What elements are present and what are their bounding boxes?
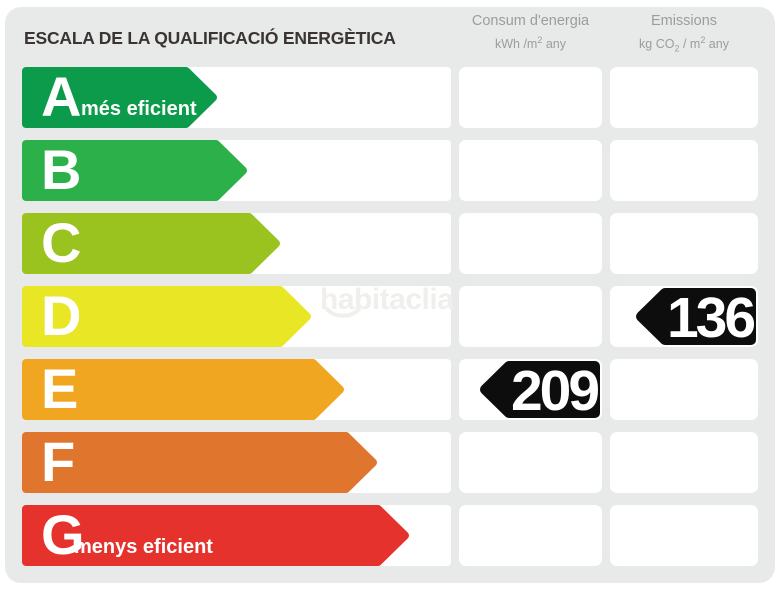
rating-arrow (22, 140, 247, 201)
rating-arrow (22, 213, 280, 274)
consum-cell (459, 213, 602, 274)
emissions-cell (610, 67, 758, 128)
page-title: ESCALA DE LA QUALIFICACIÓ ENERGÈTICA (24, 28, 396, 48)
efficiency-tag: menys eficient (74, 536, 213, 558)
rating-row-d: D 136 (0, 286, 779, 347)
consum-column-header: Consum d'energia kWh /m2 any (459, 13, 602, 51)
rating-letter: F (41, 430, 76, 493)
svg-text:136: 136 (667, 286, 754, 347)
consum-column-title: Consum d'energia (471, 13, 590, 29)
emissions-column-unit: kg CO2 / m2 any (639, 35, 729, 54)
consum-value-badge: 209 (480, 359, 601, 420)
rating-row-c: C (0, 213, 779, 274)
svg-text:209: 209 (511, 359, 598, 420)
emissions-cell (610, 505, 758, 566)
rating-letter: D (41, 284, 82, 347)
rating-letter: G (41, 503, 85, 566)
emissions-cell (610, 359, 758, 420)
consum-cell (459, 286, 602, 347)
consum-column-unit: kWh /m2 any (494, 35, 566, 52)
efficiency-tag: més eficient (81, 98, 197, 120)
rating-row-e: E 209 (0, 359, 779, 420)
rating-row-f: F (0, 432, 779, 493)
rating-arrow (22, 432, 377, 493)
emissions-cell (610, 140, 758, 201)
rating-letter: B (41, 138, 82, 201)
emissions-column-title: Emissions (650, 13, 718, 29)
watermark-smile-icon (325, 307, 361, 318)
emissions-value-badge: 136 (636, 286, 757, 347)
rating-arrow (22, 359, 344, 420)
watermark-logo: habitaclia (320, 283, 454, 316)
emissions-column-header: Emissions kg CO2 / m2 any (606, 13, 762, 54)
rating-letter: C (41, 211, 82, 274)
rating-arrow (22, 505, 409, 566)
rating-letter: E (41, 357, 79, 420)
consum-cell (459, 505, 602, 566)
emissions-cell (610, 432, 758, 493)
consum-cell (459, 67, 602, 128)
rating-row-b: B (0, 140, 779, 201)
rating-letter: A (41, 65, 82, 128)
rating-arrow (22, 67, 217, 128)
rating-arrow (22, 286, 311, 347)
consum-cell (459, 432, 602, 493)
consum-cell (459, 140, 602, 201)
emissions-cell (610, 213, 758, 274)
